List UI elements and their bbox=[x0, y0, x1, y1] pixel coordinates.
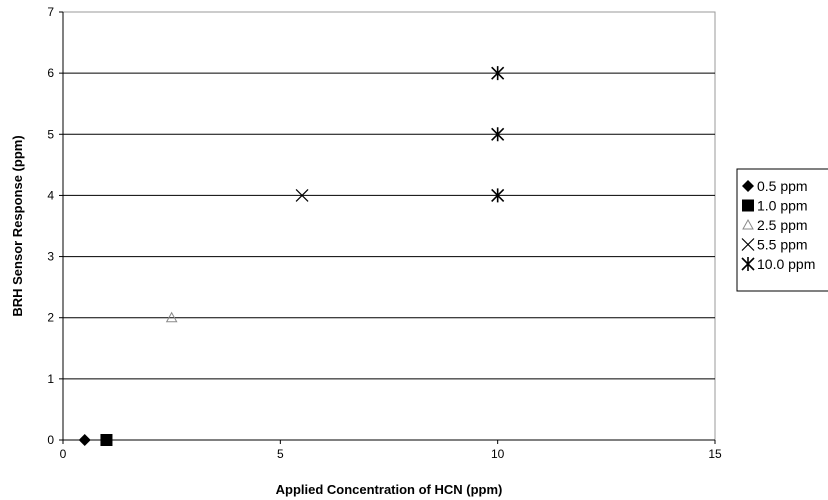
y-tick-label: 7 bbox=[47, 5, 54, 19]
data-point bbox=[491, 66, 505, 81]
legend-item: 0.5 ppm bbox=[742, 178, 808, 194]
data-point bbox=[491, 127, 505, 142]
legend-item: 1.0 ppm bbox=[742, 198, 808, 214]
y-axis-title: BRH Sensor Response (ppm) bbox=[10, 135, 25, 316]
plot-area bbox=[62, 11, 716, 441]
x-tick-label: 5 bbox=[277, 447, 284, 461]
legend-label: 2.5 ppm bbox=[757, 217, 808, 233]
data-point bbox=[78, 434, 91, 446]
y-tick-label: 6 bbox=[47, 66, 54, 80]
data-point bbox=[491, 188, 505, 203]
y-tick-label: 3 bbox=[47, 250, 54, 264]
legend-label: 0.5 ppm bbox=[757, 178, 808, 194]
x-tick-label: 10 bbox=[491, 447, 505, 461]
x-tick-label: 0 bbox=[60, 447, 67, 461]
legend-box bbox=[736, 168, 828, 292]
data-point bbox=[295, 189, 309, 202]
legend-label: 1.0 ppm bbox=[757, 198, 808, 214]
legend-marker bbox=[742, 180, 754, 192]
legend-label: 10.0 ppm bbox=[757, 256, 815, 272]
legend-marker bbox=[742, 199, 754, 212]
y-tick-label: 2 bbox=[47, 311, 54, 325]
legend-marker bbox=[742, 218, 754, 230]
legend-item: 2.5 ppm bbox=[742, 217, 808, 233]
y-tick-label: 5 bbox=[47, 127, 54, 141]
y-tick-label: 4 bbox=[47, 188, 54, 202]
legend-label: 5.5 ppm bbox=[757, 237, 808, 253]
data-point bbox=[100, 434, 113, 446]
data-point bbox=[165, 311, 178, 323]
x-axis-title: Applied Concentration of HCN (ppm) bbox=[276, 482, 503, 497]
axes bbox=[62, 12, 715, 441]
y-tick-label: 1 bbox=[47, 372, 54, 386]
ticks: 0 1 2 3 4 5 6 7 0 5 10 15 bbox=[47, 5, 722, 461]
data-points bbox=[78, 66, 505, 446]
legend-item: 5.5 ppm bbox=[741, 237, 808, 253]
gridlines bbox=[63, 72, 715, 380]
legend-item: 10.0 ppm bbox=[741, 256, 815, 272]
legend-marker bbox=[741, 257, 755, 271]
legend: 0.5 ppm 1.0 ppm 2.5 ppm 5.5 ppm 10.0 ppm bbox=[736, 168, 828, 292]
y-tick-label: 0 bbox=[47, 433, 54, 447]
legend-marker bbox=[741, 238, 755, 251]
x-tick-label: 15 bbox=[708, 447, 722, 461]
